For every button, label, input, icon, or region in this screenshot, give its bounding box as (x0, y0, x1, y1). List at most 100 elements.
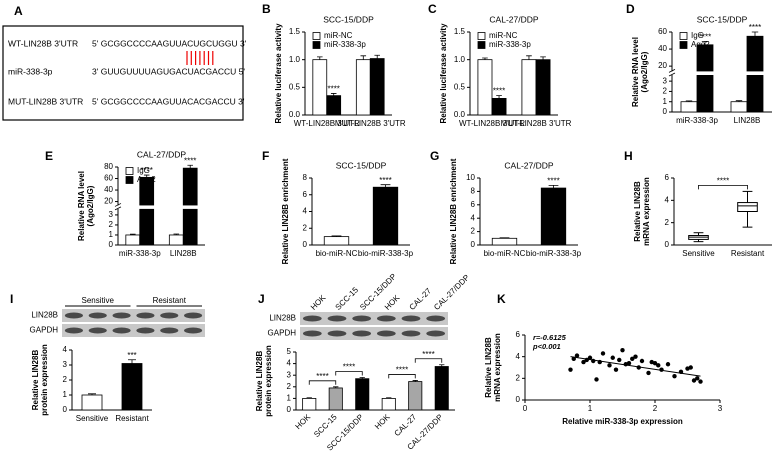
legend-swatch (477, 41, 486, 49)
y-tick-label: 6 (303, 190, 308, 199)
error-bar (496, 95, 502, 99)
blot-band (401, 330, 421, 337)
y-tick-label: 2 (471, 227, 476, 236)
point (639, 358, 645, 364)
y-tick-label: 6 (516, 330, 521, 339)
error-bar (88, 393, 96, 395)
y-tick-label: 2 (516, 373, 521, 382)
y-tick-label: 0.0 (454, 110, 466, 119)
bar (302, 397, 317, 411)
sequence-name: WT-LIN28B 3'UTR (8, 38, 78, 48)
bar (730, 101, 748, 113)
bar (326, 95, 342, 116)
bar (680, 101, 698, 113)
y-tick-label: 4 (303, 207, 308, 216)
y-tick-label: 3 (63, 360, 68, 369)
y-tick-label: 1 (109, 230, 114, 239)
error-bar (317, 56, 323, 60)
y-tick-label: 6 (665, 173, 670, 182)
point (691, 378, 697, 383)
y-tick-label: 1 (287, 394, 292, 403)
x-tick-label: CAL-27 (393, 412, 419, 438)
legend-swatch (125, 176, 134, 184)
bar (121, 363, 143, 411)
y-tick-label: 0.5 (289, 82, 301, 91)
legend-swatch (125, 167, 134, 175)
blot-band (160, 327, 179, 334)
error-bar (685, 100, 693, 102)
y-tick-label: 4 (665, 195, 670, 204)
error-bar (701, 40, 709, 45)
blot-strip (300, 327, 448, 340)
blot-band (88, 327, 107, 334)
x-tick-label: MUT-LIN28B 3'UTR (501, 119, 572, 128)
error-bar (482, 57, 488, 60)
error-bar (128, 359, 136, 364)
point (568, 367, 573, 372)
y-tick-label: 4 (63, 345, 68, 354)
blot-band (376, 330, 396, 337)
legend-swatch (679, 32, 688, 40)
bar (408, 381, 423, 411)
point (695, 376, 700, 381)
error-bar (374, 54, 380, 59)
sequence: 5' GCGGCCCCAAGUUACUGCUGGU 3' (92, 38, 247, 48)
y-axis-label: protein expression (40, 344, 49, 416)
blot-band (64, 327, 83, 334)
panel-letter: C (428, 2, 437, 16)
significance-bracket (698, 185, 748, 190)
x-tick-label: WT-LIN28B 3'UTR (294, 119, 360, 128)
point (688, 365, 693, 370)
bar (355, 378, 370, 411)
x-tick-label: WT-LIN28B 3'UTR (459, 119, 525, 128)
x-tick-label: 2 (653, 404, 658, 413)
y-tick-label: 0 (516, 395, 521, 404)
panel-letter: F (262, 149, 269, 163)
bar (434, 366, 449, 411)
error-bar (439, 364, 445, 367)
significance-label: **** (184, 156, 196, 165)
legend-swatch (312, 32, 321, 40)
point (610, 355, 615, 360)
y-axis-label: Relative luciferase activity (274, 23, 283, 124)
blot-band (160, 312, 179, 319)
legend-swatch (477, 32, 486, 40)
x-tick-label: Sensitive (76, 414, 109, 423)
axis-break (668, 71, 774, 75)
y-axis-label: Relative LIN28B (484, 337, 493, 398)
blot-group-label: Sensitive (82, 296, 115, 305)
significance-label: **** (396, 366, 408, 375)
error-bar (386, 397, 392, 399)
error-bar (540, 56, 546, 60)
blot-band (376, 315, 396, 322)
y-tick-label: 4 (516, 352, 521, 361)
panel-letter: D (626, 2, 635, 16)
significance-label: **** (316, 372, 328, 381)
error-bar (412, 380, 418, 382)
panel-letter: B (262, 2, 271, 16)
bar (491, 98, 507, 116)
error-bar (380, 184, 391, 188)
point (630, 356, 635, 362)
bar (328, 387, 343, 411)
significance-bracket (414, 358, 443, 363)
x-tick-label: 1 (588, 404, 593, 413)
blot-band (64, 312, 83, 319)
x-tick-label: bio-miR-338-3p (526, 249, 582, 258)
y-axis-label: (Ago2/IgG) (86, 185, 95, 226)
legend-label: IgG (691, 31, 704, 40)
error-bar (735, 100, 743, 102)
panel-letter: J (258, 292, 265, 306)
point (574, 353, 580, 358)
blot-lane-label: CAL-27/DDP (432, 273, 471, 312)
y-tick-label: 3 (287, 370, 292, 379)
y-tick-label: 0 (471, 240, 476, 249)
sequence-name: miR-338-3p (8, 66, 53, 76)
bar (521, 59, 537, 116)
sequence-box (2, 25, 244, 121)
significance-label: **** (327, 85, 339, 94)
error-bar (173, 233, 180, 235)
y-tick-label: 2 (287, 382, 292, 391)
panel-letter: H (624, 149, 633, 163)
point (665, 362, 671, 367)
